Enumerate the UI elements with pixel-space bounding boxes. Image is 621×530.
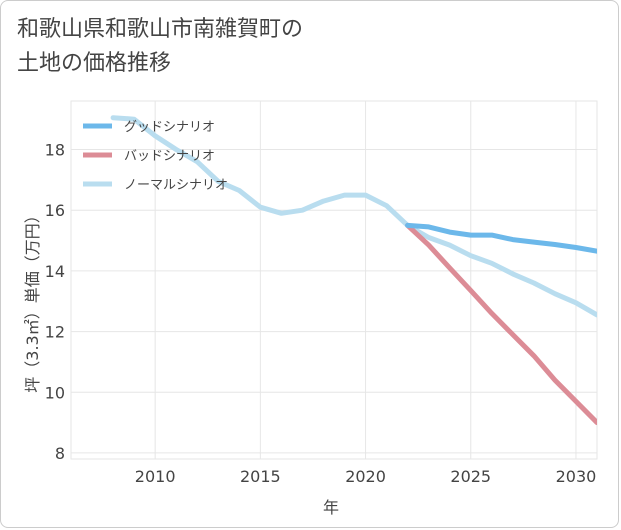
y-tick-label: 16 <box>45 201 65 220</box>
legend-label: バッドシナリオ <box>124 149 215 164</box>
y-tick-label: 10 <box>45 383 65 402</box>
plot-frame <box>70 100 598 460</box>
chart-ticks: 2010 2015 2020 2025 2030 8 10 12 14 16 18 <box>45 141 597 486</box>
y-tick-label: 12 <box>45 323 65 342</box>
y-tick-label: 8 <box>55 444 65 463</box>
series-line-2 <box>110 115 597 318</box>
legend-label: グッドシナリオ <box>124 120 215 135</box>
y-tick-label: 18 <box>45 141 65 160</box>
x-tick-label: 2020 <box>345 467 386 486</box>
y-axis-title: 坪（3.3㎡）単価（万円） <box>23 207 42 392</box>
chart-title: 和歌山県和歌山市南雑賀町の 土地の価格推移 <box>17 13 577 81</box>
chart-series <box>110 115 597 426</box>
x-tick-label: 2025 <box>450 467 491 486</box>
x-tick-label: 2015 <box>240 467 281 486</box>
y-tick-label: 14 <box>45 262 65 281</box>
series-line-0 <box>405 222 597 254</box>
legend-label: ノーマルシナリオ <box>124 178 228 193</box>
chart-title-line1: 和歌山県和歌山市南雑賀町の <box>17 17 304 42</box>
series-line-1 <box>405 222 597 426</box>
chart-title-line2: 土地の価格推移 <box>17 51 172 76</box>
x-tick-label: 2010 <box>135 467 176 486</box>
x-axis-title: 年 <box>323 498 339 517</box>
x-tick-label: 2030 <box>556 467 597 486</box>
